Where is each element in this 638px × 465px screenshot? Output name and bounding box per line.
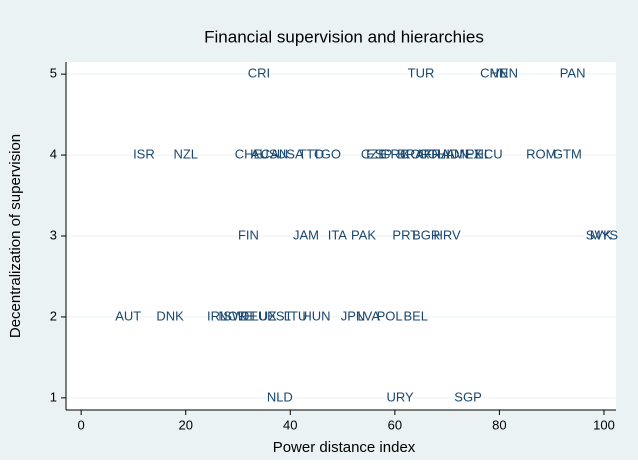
point-label: NLD bbox=[267, 389, 293, 404]
y-tick-label: 3 bbox=[50, 227, 57, 242]
point-label: PHL bbox=[466, 147, 491, 162]
point-label: MYS bbox=[590, 227, 619, 242]
point-label: AUS bbox=[251, 147, 278, 162]
point-label: PAK bbox=[351, 227, 376, 242]
point-label: ROM bbox=[526, 147, 556, 162]
point-label: JPN bbox=[341, 308, 366, 323]
y-axis-label: Decentralization of supervision bbox=[7, 134, 24, 338]
point-label: NOR bbox=[218, 308, 247, 323]
x-tick-label: 40 bbox=[283, 417, 297, 432]
point-label: SWE bbox=[223, 308, 253, 323]
point-label: BRA bbox=[397, 147, 424, 162]
point-label: FRA bbox=[424, 147, 450, 162]
point-label: HRV bbox=[434, 227, 462, 242]
point-label: BGR bbox=[412, 227, 440, 242]
point-label: LTU bbox=[284, 308, 308, 323]
point-label: FIN bbox=[238, 227, 259, 242]
point-label: KOR bbox=[402, 147, 430, 162]
point-label: SGP bbox=[454, 389, 481, 404]
chart-title: Financial supervision and hierarchies bbox=[204, 27, 484, 46]
point-label: IRL bbox=[207, 308, 227, 323]
point-label: SVK bbox=[586, 227, 612, 242]
point-label: USA bbox=[277, 147, 304, 162]
y-tick-label: 2 bbox=[50, 308, 57, 323]
point-label: COL bbox=[418, 147, 445, 162]
point-label: THA bbox=[429, 147, 455, 162]
point-label: CZE bbox=[361, 147, 387, 162]
point-label: JAM bbox=[293, 227, 319, 242]
point-label: BEL bbox=[403, 308, 428, 323]
y-tick-label: 5 bbox=[50, 66, 57, 81]
point-label: MEX bbox=[454, 147, 483, 162]
point-label: VEN bbox=[491, 66, 518, 81]
x-tick-label: 80 bbox=[492, 417, 506, 432]
point-label: CHN bbox=[480, 66, 508, 81]
point-label: HUN bbox=[302, 308, 330, 323]
point-label: CAN bbox=[261, 147, 288, 162]
point-label: CHE bbox=[235, 147, 263, 162]
point-label: PRT bbox=[392, 227, 418, 242]
point-label: ESP bbox=[366, 147, 392, 162]
x-tick-label: 20 bbox=[178, 417, 192, 432]
x-tick-label: 0 bbox=[78, 417, 85, 432]
point-label: DEU bbox=[240, 308, 267, 323]
point-label: PAN bbox=[560, 66, 586, 81]
point-label: LUX bbox=[251, 308, 277, 323]
point-label: URY bbox=[386, 389, 414, 404]
point-label: IDN bbox=[446, 147, 468, 162]
point-label: AUT bbox=[115, 308, 141, 323]
point-label: POL bbox=[377, 308, 403, 323]
point-label: TTO bbox=[298, 147, 324, 162]
point-label: ITA bbox=[328, 227, 348, 242]
point-label: DNK bbox=[156, 308, 184, 323]
point-label: ECU bbox=[475, 147, 502, 162]
point-label: GTM bbox=[553, 147, 582, 162]
point-label: TGO bbox=[313, 147, 341, 162]
x-axis-label: Power distance index bbox=[273, 439, 416, 456]
y-tick-label: 4 bbox=[50, 147, 57, 162]
point-label: ISR bbox=[133, 147, 155, 162]
point-label: GRC bbox=[380, 147, 409, 162]
point-label: CRI bbox=[248, 66, 270, 81]
x-tick-label: 60 bbox=[388, 417, 402, 432]
point-label: EST bbox=[267, 308, 292, 323]
y-tick-label: 1 bbox=[50, 389, 57, 404]
point-label: LVA bbox=[357, 308, 380, 323]
x-tick-label: 100 bbox=[593, 417, 615, 432]
point-label: TUR bbox=[408, 66, 435, 81]
point-label: NZL bbox=[173, 147, 198, 162]
